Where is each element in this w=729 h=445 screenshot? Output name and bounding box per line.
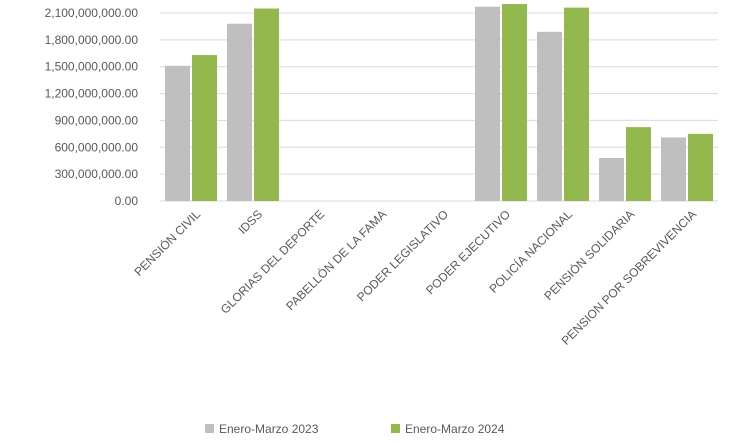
bar-2023-6: [537, 31, 562, 201]
y-tick-label: 2,100,000,000.00: [45, 6, 139, 20]
legend: Enero-Marzo 2023 Enero-Marzo 2024: [205, 422, 505, 436]
x-tick-label: GLORIAS DEL DEPORTE: [218, 207, 327, 316]
legend-swatch: [205, 424, 214, 433]
y-tick-label: 0.00: [115, 194, 139, 208]
y-tick-label: 1,800,000,000.00: [45, 33, 139, 47]
x-tick-label: PABELLÓN DE LA FAMA: [282, 207, 389, 314]
bars: [165, 4, 713, 202]
bar-2023-1: [227, 23, 252, 201]
bar-2024-0: [192, 55, 217, 202]
bar-2024-6: [564, 7, 589, 202]
bar-2024-8: [688, 133, 713, 201]
bar-2024-7: [626, 127, 651, 201]
x-tick-label: IDSS: [235, 207, 265, 237]
x-tick-label: PENSION POR SOBREVIVENCIA: [559, 207, 700, 348]
y-tick-label: 1,200,000,000.00: [45, 87, 139, 101]
legend-label: Enero-Marzo 2024: [405, 422, 505, 436]
y-tick-label: 900,000,000.00: [55, 113, 139, 127]
y-axis-ticks: 0.00 300,000,000.00 600,000,000.00 900,000,…: [45, 6, 139, 208]
y-tick-label: 300,000,000.00: [55, 167, 139, 181]
bar-2023-7: [599, 158, 624, 201]
bar-2023-8: [661, 137, 686, 201]
gridlines: [160, 12, 718, 202]
bar-2023-0: [165, 65, 190, 201]
legend-label: Enero-Marzo 2023: [219, 422, 319, 436]
y-tick-label: 1,500,000,000.00: [45, 60, 139, 74]
bar-2023-5: [475, 6, 500, 201]
bar-2024-5: [502, 4, 527, 201]
x-tick-label: PENSIÓN CIVIL: [131, 206, 204, 279]
y-tick-label: 600,000,000.00: [55, 140, 139, 154]
legend-swatch: [391, 424, 400, 433]
bar-2024-1: [254, 8, 279, 202]
